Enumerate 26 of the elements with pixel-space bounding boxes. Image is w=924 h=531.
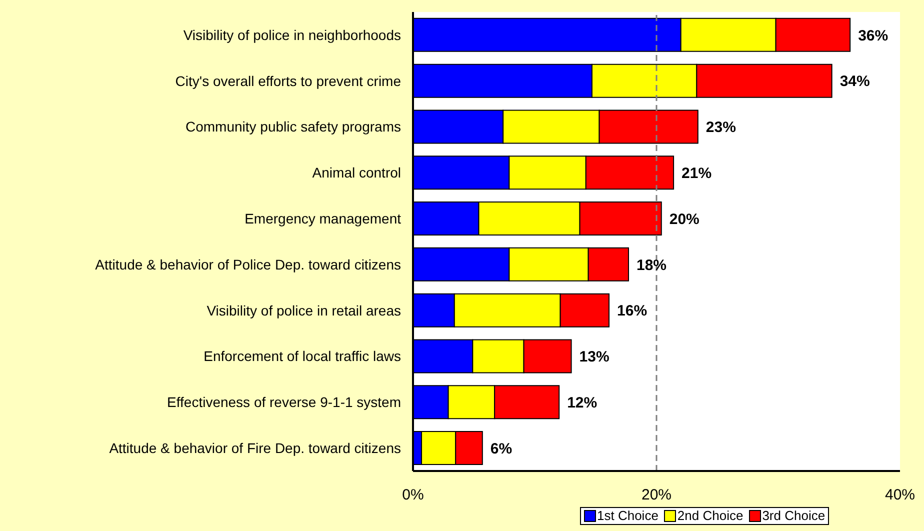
y-tick-label: Effectiveness of reverse 9-1-1 system: [167, 394, 401, 410]
total-label: 20%: [669, 210, 700, 228]
legend-label: 2nd Choice: [676, 508, 744, 524]
legend-label: 1st Choice: [596, 508, 658, 524]
y-tick-label: Community public safety programs: [185, 118, 401, 135]
legend-label: 3rd Choice: [761, 508, 826, 524]
x-tick-label: 40%: [884, 486, 916, 504]
total-label: 16%: [617, 302, 648, 320]
total-label: 23%: [706, 119, 736, 136]
total-label: 21%: [682, 164, 712, 182]
total-label: 13%: [579, 348, 610, 366]
total-label: 36%: [858, 27, 888, 44]
y-tick-label: Visibility of police in retail areas: [206, 302, 401, 318]
y-tick-label: City's overall efforts to prevent crime: [175, 72, 402, 89]
y-tick-label: Attitude & behavior of Police Dep. toward citizens: [95, 256, 401, 272]
total-label: 34%: [840, 73, 870, 90]
total-label: 6%: [490, 440, 512, 458]
y-tick-label: Emergency management: [244, 210, 402, 227]
x-tick-label: 0%: [402, 486, 424, 504]
y-tick-label: Visibility of police in neighborhoods: [183, 26, 401, 43]
y-tick-label: Enforcement of local traffic laws: [204, 348, 401, 364]
total-label: 12%: [567, 394, 598, 412]
total-label: 18%: [636, 256, 667, 274]
x-tick-label: 20%: [641, 486, 672, 504]
y-tick-label: Attitude & behavior of Fire Dep. toward citizens: [109, 440, 401, 456]
y-tick-label: Animal control: [312, 164, 401, 181]
